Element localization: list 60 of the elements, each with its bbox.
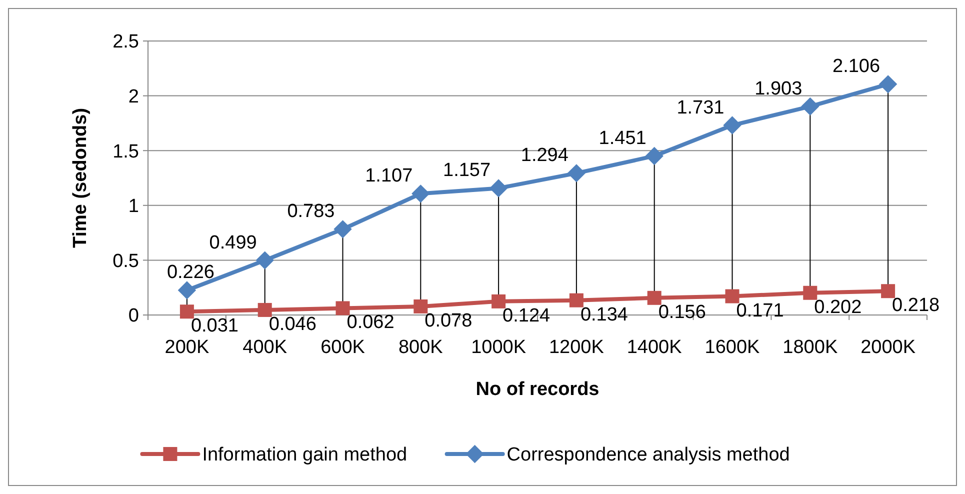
- point: [336, 301, 350, 316]
- y-tick-label: 0.5: [112, 250, 139, 272]
- data-label: 0.499: [209, 232, 257, 254]
- point: [647, 290, 662, 305]
- data-label: 1.157: [443, 160, 491, 182]
- point: [803, 286, 818, 300]
- point: [569, 293, 584, 308]
- x-tick-label: 1600K: [704, 337, 760, 358]
- point: [412, 184, 430, 203]
- data-label: 0.156: [658, 302, 706, 323]
- data-label: 0.062: [346, 312, 394, 334]
- legend-label: Information gain method: [202, 444, 408, 466]
- point: [489, 179, 508, 198]
- x-axis-title: No of records: [476, 379, 600, 400]
- x-tick-label: 1000K: [471, 337, 526, 358]
- data-label: 0.124: [502, 305, 551, 326]
- point: [801, 97, 820, 116]
- point: [645, 146, 664, 166]
- x-tick-label: 400K: [242, 337, 288, 358]
- data-label: 0.218: [892, 295, 940, 316]
- data-label: 1.903: [754, 78, 802, 100]
- y-tick-label: 2: [128, 86, 139, 108]
- y-axis-title: Time (sedonds): [70, 108, 91, 248]
- x-tick-label: 600K: [320, 337, 366, 358]
- point: [878, 75, 898, 94]
- point: [492, 294, 506, 308]
- point: [725, 289, 740, 304]
- point: [723, 116, 742, 134]
- data-label: 0.046: [268, 314, 316, 335]
- data-label: 1.451: [598, 128, 646, 149]
- y-tick-label: 2.5: [112, 32, 139, 53]
- point: [881, 284, 896, 298]
- y-tick-label: 1: [128, 196, 139, 218]
- data-label: 2.106: [832, 56, 880, 78]
- data-label: 0.202: [814, 296, 862, 318]
- data-label: 0.031: [190, 316, 238, 337]
- point: [178, 281, 196, 300]
- data-label: 1.731: [676, 97, 724, 118]
- point: [334, 220, 352, 238]
- point: [258, 302, 272, 317]
- point: [256, 251, 274, 270]
- data-label: 0.078: [424, 310, 472, 332]
- x-tick-label: 200K: [164, 337, 210, 358]
- point: [414, 299, 428, 314]
- data-label: 1.294: [520, 145, 569, 166]
- x-tick-label: 1400K: [626, 337, 682, 358]
- data-label: 1.107: [365, 166, 413, 187]
- y-tick-label: 1.5: [112, 141, 139, 162]
- x-tick-label: 800K: [398, 337, 444, 358]
- y-tick-label: 0: [128, 306, 139, 327]
- data-label: 0.171: [736, 300, 784, 322]
- x-tick-label: 2000K: [860, 337, 916, 358]
- x-tick-label: 1800K: [782, 337, 838, 358]
- data-label: 0.226: [166, 262, 214, 284]
- legend-label: Correspondence analysis method: [506, 444, 790, 466]
- x-tick-label: 1200K: [548, 337, 604, 358]
- point: [180, 304, 194, 319]
- data-label: 0.134: [580, 304, 628, 326]
- data-label: 0.783: [287, 201, 335, 222]
- point: [567, 164, 586, 182]
